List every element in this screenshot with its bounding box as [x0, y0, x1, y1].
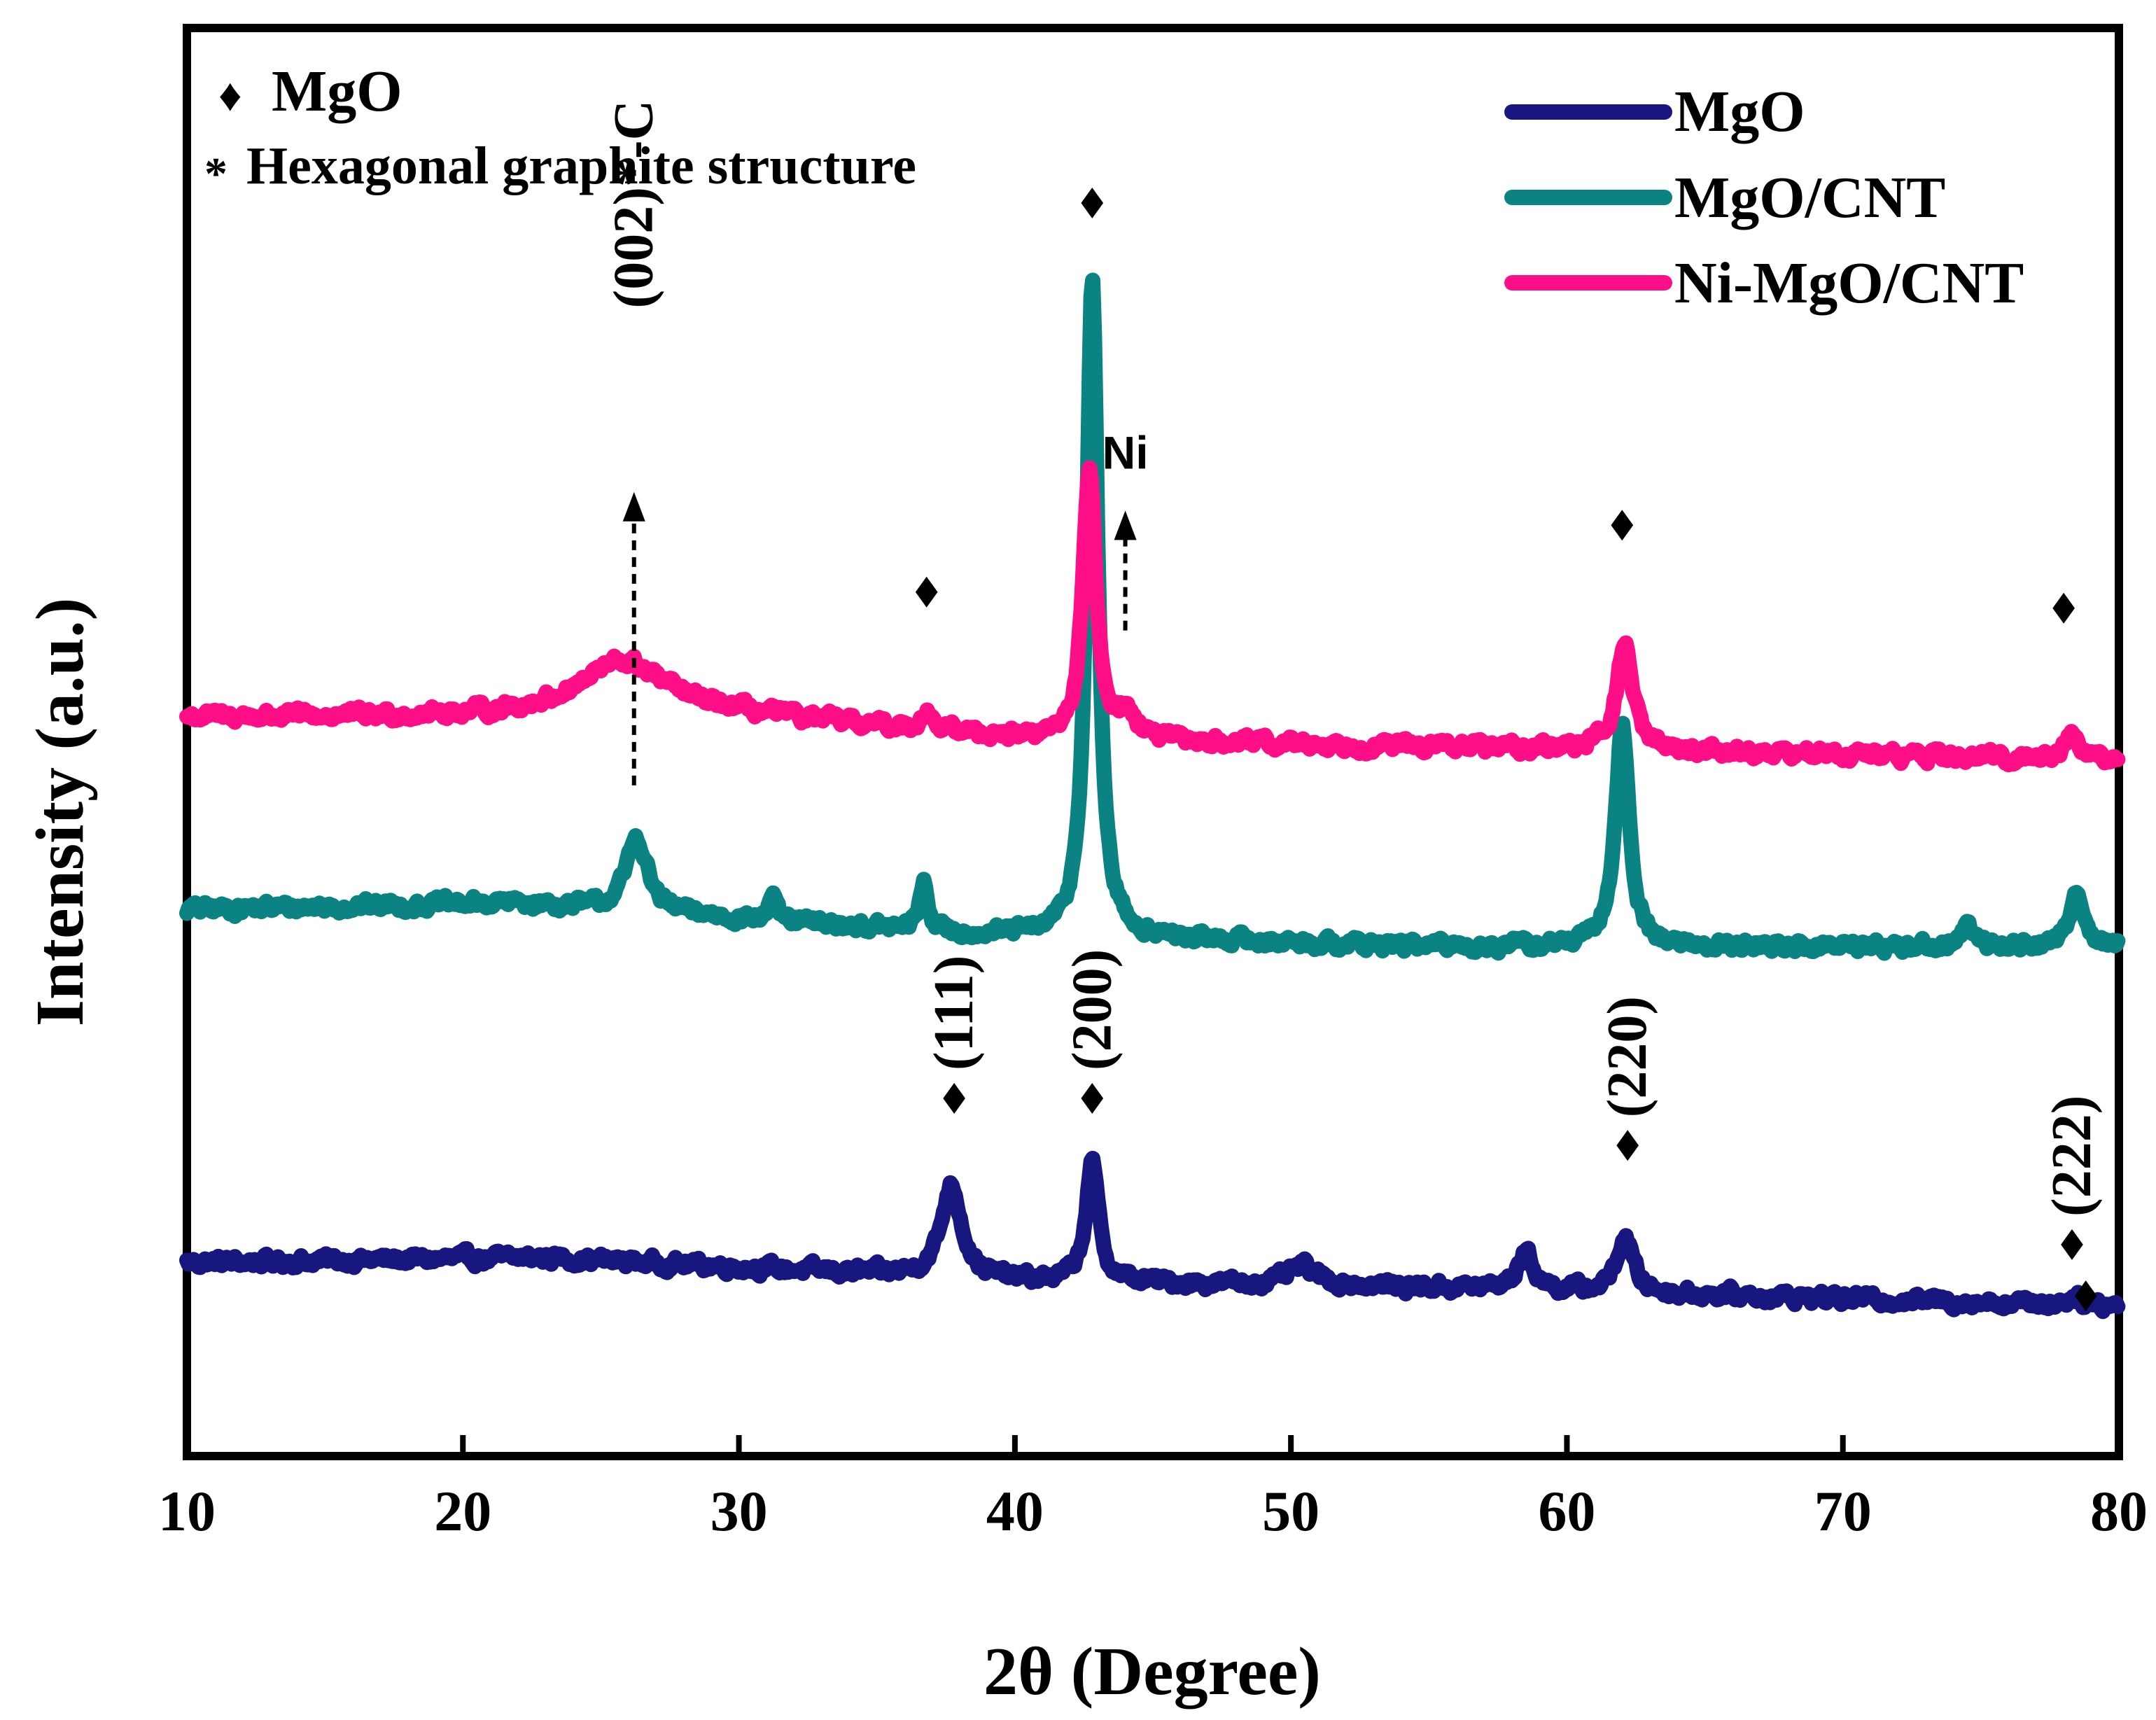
series-line-ni-mgo-cnt — [179, 460, 2126, 773]
legend-label-mgo: MgO — [1674, 79, 1805, 144]
x-tick-label: 20 — [434, 1479, 491, 1543]
annotation-diamond-icon — [2061, 1229, 2083, 1260]
x-axis-ticks: 10 20 30 40 50 60 70 80 — [158, 1435, 2148, 1543]
peak-label-111: (111) — [923, 956, 985, 1070]
mgo-diamond-icon — [2052, 592, 2075, 624]
annotation-diamond-icon — [1616, 1130, 1639, 1161]
annotation-layer: (111) (200) (220) (222) (002)*-C Ni — [603, 100, 2103, 1217]
marker-layer — [915, 188, 2097, 1312]
key-diamond-icon: ♦ — [218, 70, 242, 121]
x-tick-label: 30 — [710, 1479, 768, 1543]
x-tick-label: 80 — [2090, 1479, 2148, 1543]
x-axis-label: 2θ (Degree) — [983, 1634, 1321, 1709]
peak-label-200: (200) — [1061, 949, 1123, 1070]
x-tick-label: 70 — [1814, 1479, 1872, 1543]
peak-label-220: (220) — [1597, 996, 1658, 1117]
mgo-diamond-icon — [915, 576, 938, 608]
annotation-diamond-icon — [1081, 1083, 1104, 1114]
x-tick-label: 50 — [1262, 1479, 1320, 1543]
y-axis-label: Intensity (a.u.) — [22, 598, 98, 1027]
peak-label-222: (222) — [2041, 1096, 2103, 1217]
peak-label-002-c: (002)*-C — [603, 100, 665, 309]
x-tick-label: 40 — [986, 1479, 1044, 1543]
key-hexagonal-label: Hexagonal graphite structure — [246, 137, 916, 195]
mgo-diamond-icon — [1081, 188, 1104, 218]
plot-frame — [183, 24, 2123, 1460]
key-star-icon: * — [204, 148, 227, 200]
series-layer — [179, 272, 2126, 1320]
legend-label-mgo-cnt: MgO/CNT — [1674, 165, 1945, 230]
arrow-head-icon — [622, 491, 645, 522]
marker-key: ♦ MgO * Hexagonal graphite structure — [204, 59, 916, 200]
legend: MgO MgO/CNT Ni-MgO/CNT — [1504, 79, 2024, 316]
key-mgo-label: MgO — [272, 59, 402, 124]
mgo-diamond-icon — [2074, 1280, 2097, 1312]
ni-peak-label: Ni — [1102, 426, 1149, 478]
legend-label-ni-mgo-cnt: Ni-MgO/CNT — [1674, 251, 2024, 316]
series-line-mgo-cnt — [179, 272, 2126, 961]
annotation-diamond-icon — [943, 1083, 965, 1114]
arrow-head-icon — [1114, 510, 1137, 540]
arrow-layer — [622, 491, 1137, 785]
mgo-diamond-icon — [1611, 510, 1634, 541]
x-tick-label: 60 — [1538, 1479, 1595, 1543]
series-line-mgo — [179, 1150, 2126, 1320]
x-tick-label: 10 — [158, 1479, 216, 1543]
